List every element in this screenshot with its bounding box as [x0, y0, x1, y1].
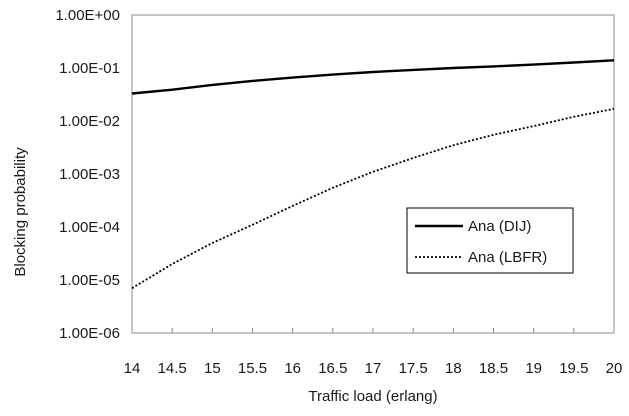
y-tick-label: 1.00E-04	[59, 219, 120, 236]
legend-label-ana-dij: Ana (DIJ)	[468, 218, 531, 235]
x-axis-tick-labels: 14 14.5 15 15.5 16 16.5 17 17.5 18 18.5 19 19.5 20	[124, 360, 623, 377]
x-axis-title: Traffic load (erlang)	[308, 388, 437, 405]
y-tick-label: 1.00E+00	[55, 7, 120, 24]
x-tick-label: 18	[445, 360, 462, 377]
series-line-ana-dij	[131, 59, 615, 95]
x-tick-label: 14.5	[158, 360, 187, 377]
plot-area	[131, 14, 615, 334]
y-axis-title: Blocking probability	[12, 147, 29, 277]
y-tick-label: 1.00E-05	[59, 272, 120, 289]
series-line-ana-lbfr	[131, 107, 615, 289]
x-tick-label: 16.5	[318, 360, 347, 377]
series-lines	[131, 59, 615, 289]
x-tick-label: 14	[124, 360, 141, 377]
legend-label-ana-lbfr: Ana (LBFR)	[468, 249, 547, 266]
legend: Ana (DIJ) Ana (LBFR)	[406, 207, 574, 274]
legend-box	[406, 207, 574, 274]
x-tick-label: 16	[284, 360, 301, 377]
y-tick-label: 1.00E-02	[59, 113, 120, 130]
x-tick-label: 17.5	[399, 360, 428, 377]
x-tick-label: 19	[525, 360, 542, 377]
x-tick-label: 18.5	[479, 360, 508, 377]
y-tick-label: 1.00E-01	[59, 60, 120, 77]
x-tick-label: 15	[204, 360, 221, 377]
y-tick-label: 1.00E-03	[59, 166, 120, 183]
x-tick-label: 19.5	[559, 360, 588, 377]
x-axis-ticks	[171, 328, 575, 333]
x-tick-label: 15.5	[238, 360, 267, 377]
x-tick-label: 20	[606, 360, 623, 377]
x-tick-label: 17	[365, 360, 382, 377]
y-axis-tick-labels: 1.00E+00 1.00E-01 1.00E-02 1.00E-03 1.00E-04…	[55, 7, 120, 342]
y-tick-label: 1.00E-06	[59, 325, 120, 342]
